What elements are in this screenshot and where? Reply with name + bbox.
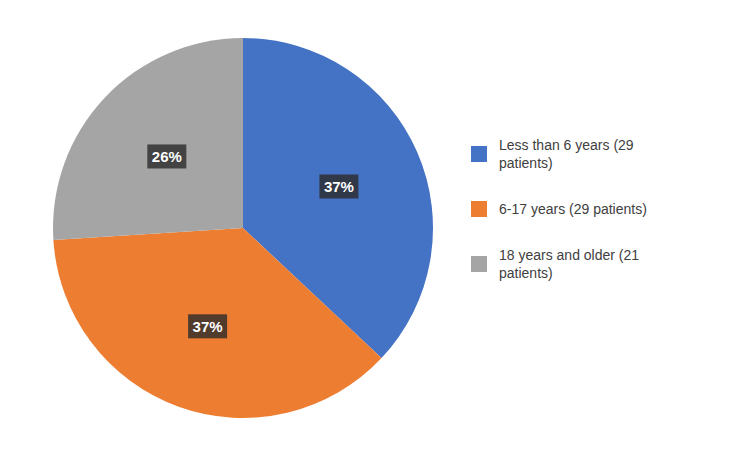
svg-text:37%: 37% bbox=[324, 178, 354, 195]
html-text:patients): patients) bbox=[499, 154, 553, 171]
html-text:patients): patients) bbox=[499, 265, 553, 282]
html-text:18 years and older (21: 18 years and older (21 bbox=[499, 247, 640, 264]
html-text:Less than 6 years (29: Less than 6 years (29 bbox=[499, 136, 634, 153]
svg-text:26%: 26% bbox=[152, 148, 182, 165]
html-text:6-17 years (29 patients): 6-17 years (29 patients) bbox=[499, 200, 647, 217]
svg-text:37%: 37% bbox=[193, 318, 223, 335]
